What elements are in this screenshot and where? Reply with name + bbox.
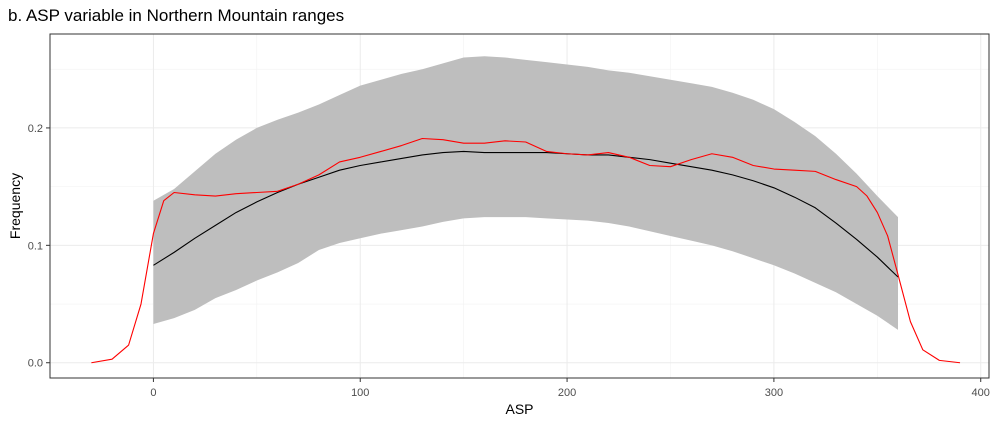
x-tick-label: 200 [558,387,576,399]
x-tick-label: 0 [150,387,156,399]
y-tick-label: 0.0 [28,358,43,370]
x-tick-label: 100 [351,387,369,399]
density-line-red [91,137,961,364]
y-tick-label: 0.2 [28,123,43,135]
mean-line-black [153,150,899,278]
x-tick-label: 400 [972,387,990,399]
panel-border [49,33,990,379]
chart-title: b. ASP variable in Northern Mountain ran… [8,6,345,25]
confidence-ribbon [153,56,898,330]
x-tick-label: 300 [765,387,783,399]
y-axis-label: Frequency [7,173,23,239]
x-axis-label: ASP [505,401,533,417]
y-tick-label: 0.1 [28,240,43,252]
